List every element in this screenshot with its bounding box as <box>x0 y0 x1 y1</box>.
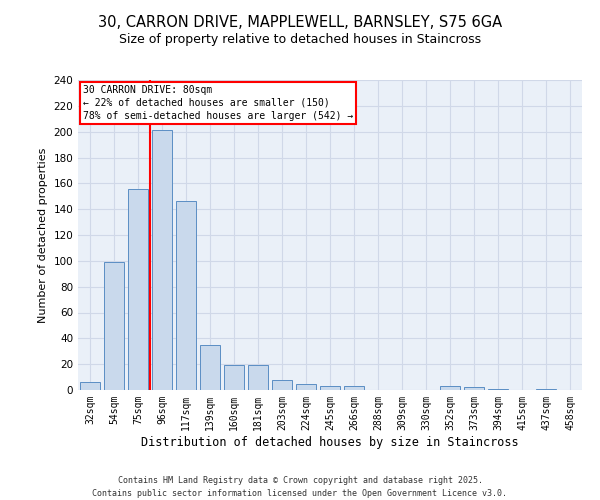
Bar <box>344 386 364 390</box>
Bar <box>440 386 460 390</box>
Text: Contains HM Land Registry data © Crown copyright and database right 2025.
Contai: Contains HM Land Registry data © Crown c… <box>92 476 508 498</box>
Bar <box>248 366 268 390</box>
Bar <box>176 202 196 390</box>
Bar <box>296 384 316 390</box>
Bar <box>536 388 556 390</box>
Text: 30, CARRON DRIVE, MAPPLEWELL, BARNSLEY, S75 6GA: 30, CARRON DRIVE, MAPPLEWELL, BARNSLEY, … <box>98 15 502 30</box>
Y-axis label: Number of detached properties: Number of detached properties <box>38 148 48 322</box>
Bar <box>104 262 124 390</box>
Text: Size of property relative to detached houses in Staincross: Size of property relative to detached ho… <box>119 32 481 46</box>
Bar <box>464 388 484 390</box>
Bar <box>80 382 100 390</box>
Bar <box>224 366 244 390</box>
Bar <box>320 386 340 390</box>
Bar <box>152 130 172 390</box>
Bar <box>488 388 508 390</box>
X-axis label: Distribution of detached houses by size in Staincross: Distribution of detached houses by size … <box>141 436 519 448</box>
Bar <box>128 188 148 390</box>
Bar <box>200 345 220 390</box>
Text: 30 CARRON DRIVE: 80sqm
← 22% of detached houses are smaller (150)
78% of semi-de: 30 CARRON DRIVE: 80sqm ← 22% of detached… <box>83 84 353 121</box>
Bar <box>272 380 292 390</box>
